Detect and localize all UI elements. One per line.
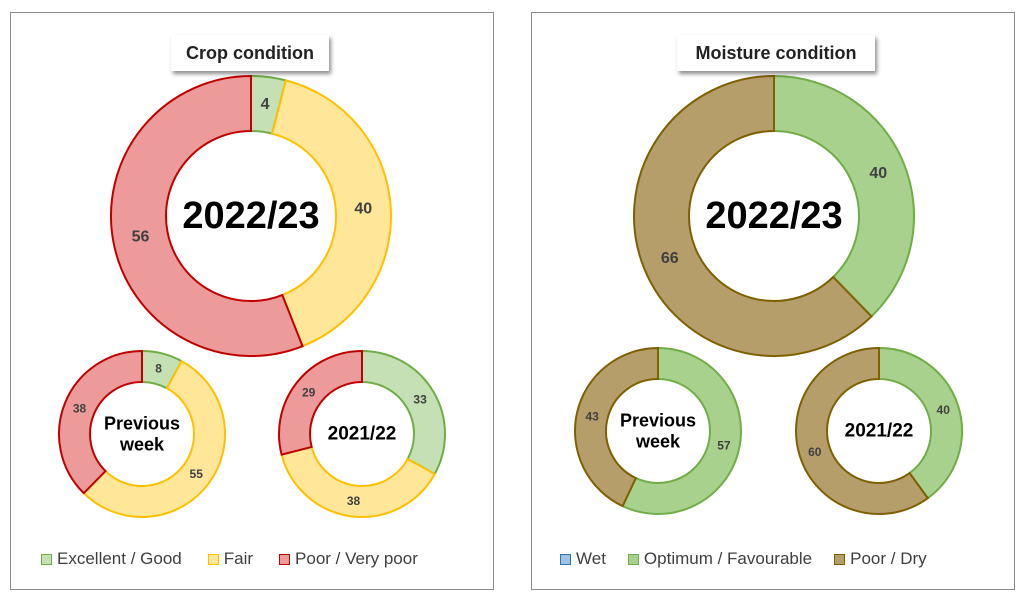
- crop-condition-2022-23-label-excellent-good: 4: [261, 96, 270, 113]
- legend-poor-very-poor: Poor / Very poor: [279, 549, 418, 569]
- crop-condition-2022-23-label-poor-very-poor: 56: [132, 229, 150, 246]
- crop-condition-previous-week-label-excellent-good: 8: [155, 362, 162, 376]
- crop-condition-2021-22-label-fair: 38: [347, 494, 361, 508]
- crop-condition-2021-22-label-excellent-good: 33: [413, 393, 427, 407]
- moisture-condition-2021-22-slice-poor-dry: [795, 346, 930, 515]
- crop-condition-previous-week-slice-fair: [82, 359, 226, 518]
- moisture-condition-previous-week-label-optimum-favourable: 57: [717, 439, 731, 453]
- moisture-condition-title: Moisture condition: [677, 35, 875, 71]
- crop-condition-2021-22-donut: 33 38 29 2021/22: [278, 349, 446, 518]
- legend-label-wet: Wet: [576, 549, 606, 568]
- crop-condition-previous-week-label-fair: 55: [190, 467, 204, 481]
- legend-wet: Wet: [560, 549, 606, 569]
- crop-condition-previous-week-center-label: week: [119, 434, 165, 454]
- moisture-legend: Wet Optimum / Favourable Poor / Dry: [532, 545, 1014, 573]
- crop-condition-2022-23-slice-poor-very-poor: [110, 74, 304, 357]
- moisture-condition-2022-23-label-optimum-favourable: 40: [869, 165, 887, 182]
- crop-condition-2022-23-slice-fair: [270, 79, 392, 348]
- moisture-condition-previous-week-slice-optimum-favourable: [621, 346, 742, 515]
- moisture-condition-charts: -40662022/23-5743Previousweek040602021/2…: [574, 74, 963, 515]
- moisture-condition-2021-22-center-label: 2021/22: [845, 421, 914, 442]
- legend-swatch-wet: [560, 553, 571, 565]
- crop-condition-previous-week-center-label: Previous: [104, 414, 180, 434]
- moisture-condition-previous-week-slice-poor-dry: [574, 346, 659, 508]
- crop-condition-title: Crop condition: [171, 35, 329, 71]
- legend-label-optimum-favourable: Optimum / Favourable: [643, 549, 813, 568]
- crop-condition-previous-week-label-poor-very-poor: 38: [73, 401, 87, 415]
- legend-fair: Fair: [207, 549, 254, 569]
- legend-swatch-fair: [207, 553, 219, 565]
- crop-condition-2021-22-slice-excellent-good: [361, 349, 446, 476]
- legend-optimum-favourable: Optimum / Favourable: [627, 549, 813, 569]
- moisture-condition-2021-22-slice-optimum-favourable: [878, 346, 963, 500]
- moisture-condition-2022-23-label-poor-dry: 66: [661, 250, 679, 267]
- crop-condition-previous-week-slice-poor-very-poor: [58, 349, 143, 495]
- legend-label-excellent-good: Excellent / Good: [57, 549, 182, 568]
- moisture-condition-2022-23-slice-poor-dry: [633, 74, 873, 357]
- legend-swatch-dry: [834, 553, 846, 565]
- moisture-condition-2022-23-slice-optimum-favourable: [773, 74, 915, 318]
- crop-condition-2021-22-label-poor-very-poor: 29: [302, 386, 316, 400]
- moisture-condition-previous-week-label-poor-dry: 43: [585, 409, 599, 423]
- legend-swatch-poor: [279, 553, 291, 565]
- legend-label-fair: Fair: [223, 549, 254, 568]
- moisture-condition-2021-22-label-poor-dry: 60: [808, 445, 822, 459]
- legend-swatch-optimum: [627, 553, 639, 565]
- moisture-condition-previous-week-center-label: week: [635, 431, 681, 451]
- legend-swatch-good: [41, 553, 52, 565]
- crop-condition-2022-23-donut: 4 40 56 2022/23: [110, 74, 392, 357]
- legend-excellent-good: Excellent / Good: [41, 549, 182, 569]
- moisture-condition-2021-22-label-optimum-favourable: 40: [937, 403, 951, 417]
- legend-poor-dry: Poor / Dry: [834, 549, 927, 569]
- crop-condition-2021-22-slice-fair: [280, 445, 437, 518]
- moisture-condition-panel: -40662022/23-5743Previousweek040602021/2…: [531, 12, 1015, 590]
- legend-label-poor-very-poor: Poor / Very poor: [295, 549, 418, 568]
- moisture-condition-2022-23-center-label: 2022/23: [705, 195, 842, 237]
- crop-condition-2021-22-slice-poor-very-poor: [278, 349, 363, 456]
- moisture-condition-2021-22-donut: 040602021/22: [795, 346, 963, 515]
- crop-condition-2021-22-center-label: 2021/22: [328, 424, 397, 445]
- crop-legend: Excellent / Good Fair Poor / Very poor: [11, 545, 493, 573]
- moisture-condition-previous-week-center-label: Previous: [620, 411, 696, 431]
- crop-condition-panel: 4 40 56 2022/23 8 55 38 Previous week 33 38 29 2021/…: [10, 12, 494, 590]
- legend-label-poor-dry: Poor / Dry: [850, 549, 927, 568]
- crop-condition-2022-23-label-fair: 40: [354, 200, 372, 217]
- crop-condition-2022-23-center-label: 2022/23: [182, 195, 319, 237]
